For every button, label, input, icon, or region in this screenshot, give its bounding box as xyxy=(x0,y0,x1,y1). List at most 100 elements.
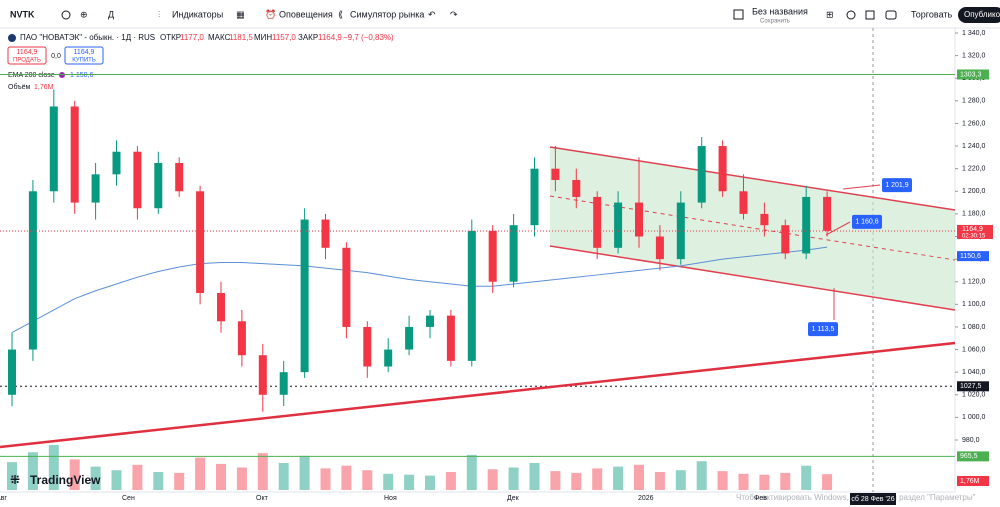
level-badge xyxy=(957,381,989,392)
volume-bar xyxy=(383,473,394,490)
x-tick-label: Окт xyxy=(256,495,269,502)
level-label: 1027,5 xyxy=(960,383,982,390)
publish-button[interactable] xyxy=(958,7,1000,23)
symbol[interactable]: NVTK xyxy=(10,9,35,19)
x-tick-label: Фев xyxy=(754,495,767,502)
candle-body xyxy=(488,230,497,282)
icon[interactable] xyxy=(885,10,897,20)
x-tick-label: Авг xyxy=(0,495,7,502)
alerts-button[interactable]: Оповещения xyxy=(279,9,333,19)
y-tick-label: 1 040,0 xyxy=(962,369,985,376)
volume-bar xyxy=(654,472,665,490)
candle-body xyxy=(154,163,163,209)
candle-body xyxy=(258,355,267,395)
candle-body xyxy=(551,168,560,180)
legend-change: −9,7 (−0,83%) xyxy=(343,33,394,42)
ema-badge xyxy=(957,251,989,262)
candle-body xyxy=(614,202,623,248)
candle-body xyxy=(237,321,246,356)
candle-body xyxy=(426,315,434,327)
candle-body xyxy=(112,151,121,175)
level-badge xyxy=(957,69,989,80)
volume-bar xyxy=(550,471,561,490)
volume-bar xyxy=(195,457,206,490)
ema-line xyxy=(11,246,828,334)
volume-bar xyxy=(216,463,226,490)
icon[interactable] xyxy=(865,10,875,20)
redo[interactable]: ↷ xyxy=(450,9,458,19)
icon[interactable]: ⫶ xyxy=(158,9,160,19)
icon[interactable]: ⊕ xyxy=(80,9,88,19)
date-badge xyxy=(850,493,896,505)
candle-body xyxy=(70,106,79,203)
candle-body xyxy=(509,225,518,282)
candle-body xyxy=(91,174,100,203)
y-tick-label: 1 060,0 xyxy=(962,346,985,353)
buy-price[interactable]: 1164,9 xyxy=(74,49,95,56)
buy-label[interactable]: КУПИТЬ xyxy=(72,58,96,64)
volume-bar xyxy=(153,472,164,490)
publish-label[interactable]: Опубликов xyxy=(964,10,1000,19)
volume-bar xyxy=(132,464,143,490)
indicators-button[interactable]: Индикаторы xyxy=(172,9,223,19)
y-tick-label: 980,0 xyxy=(962,437,980,444)
level-label: 1303,3 xyxy=(960,71,982,78)
volume-bar xyxy=(675,470,686,490)
y-tick-label: 1 260,0 xyxy=(962,120,985,127)
candle-body xyxy=(49,106,58,192)
candle-body xyxy=(530,168,539,226)
icon[interactable]: ⏰ xyxy=(265,8,276,19)
trade-button[interactable]: Торговать xyxy=(911,9,953,19)
y-tick-label: 1 240,0 xyxy=(962,143,985,150)
sell-label[interactable]: ПРОДАТЬ xyxy=(13,58,41,64)
candle-body xyxy=(781,225,790,254)
candle-body xyxy=(467,230,476,361)
candle-body xyxy=(8,349,16,395)
countdown: 02:30:15 xyxy=(962,234,986,240)
volume-bar xyxy=(174,472,185,490)
x-tick-label: 2026 xyxy=(638,495,654,502)
volume-bar xyxy=(801,465,812,490)
candle-body xyxy=(593,196,602,248)
icon[interactable]: ⊞ xyxy=(826,9,834,19)
candle-body xyxy=(823,196,832,231)
candle-body xyxy=(279,372,288,395)
legend-label: ОТКР xyxy=(160,33,181,42)
volume-badge xyxy=(957,476,989,486)
icon[interactable]: ⟪ xyxy=(338,9,343,19)
sell-button[interactable] xyxy=(7,46,47,65)
buy-button[interactable] xyxy=(64,46,104,65)
ema-value: 1 150,6 xyxy=(70,72,93,79)
candle-body xyxy=(802,196,811,254)
y-tick-label: 1 000,0 xyxy=(962,414,985,421)
callout-label: 1 201,9 xyxy=(885,182,908,189)
volume-bar xyxy=(320,468,331,490)
candle-body xyxy=(697,146,706,203)
legend-label: МИН xyxy=(254,33,272,42)
channel-top xyxy=(549,146,956,211)
x-tick-label: Дек xyxy=(507,495,520,502)
volume-bar xyxy=(508,467,519,490)
layout-name[interactable]: Без названия xyxy=(752,6,808,16)
undo[interactable]: ↶ xyxy=(428,9,436,19)
checkbox[interactable] xyxy=(733,9,744,20)
sell-price[interactable]: 1164,9 xyxy=(17,49,38,56)
volume-bar xyxy=(571,472,582,490)
volume-bar xyxy=(634,464,644,490)
simulator-button[interactable]: Симулятор рынка xyxy=(350,9,424,19)
price-badge xyxy=(957,224,993,239)
y-tick-label: 1 120,0 xyxy=(962,279,985,286)
y-tick-label: 1 220,0 xyxy=(962,166,985,173)
volume-bar xyxy=(90,466,101,490)
icon[interactable] xyxy=(61,10,71,20)
y-tick-label: 1 080,0 xyxy=(962,324,985,331)
icon[interactable] xyxy=(846,10,856,20)
price-label: 1164,9 xyxy=(962,226,983,233)
icon[interactable]: Д xyxy=(108,9,114,19)
volume-bar xyxy=(278,463,289,490)
volume-bar xyxy=(738,473,749,490)
channel-bottom xyxy=(549,245,956,311)
icon[interactable]: ▦ xyxy=(236,9,245,19)
volume-bar xyxy=(257,453,268,490)
legend-value: 1157,0 xyxy=(272,33,296,42)
